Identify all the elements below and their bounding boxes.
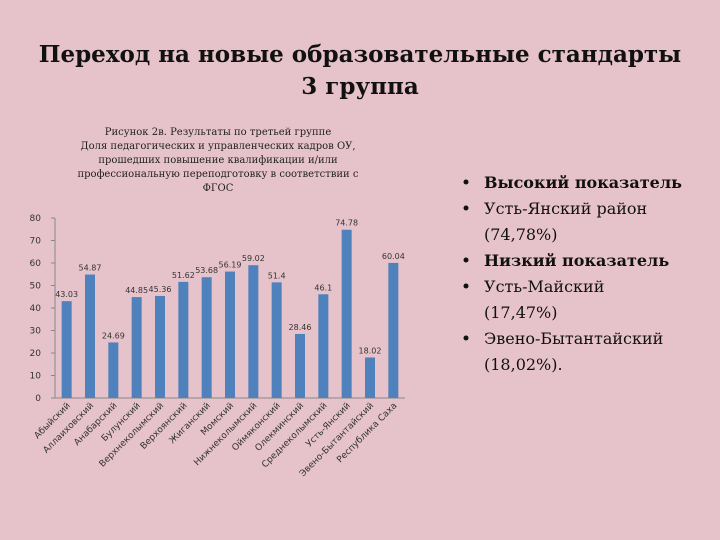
bar <box>388 262 399 398</box>
value-label: 53.68 <box>195 266 218 275</box>
bar <box>271 282 282 398</box>
bar <box>248 265 259 398</box>
chart-title: ФГОС <box>203 183 234 194</box>
bullet-text: (17,47%) <box>484 303 558 322</box>
value-label: 46.1 <box>314 283 332 292</box>
value-label: 51.4 <box>268 271 286 280</box>
bar <box>61 301 72 398</box>
bar <box>85 274 95 398</box>
bar <box>365 357 375 398</box>
y-tick-label: 10 <box>30 372 42 382</box>
bullet-text: Низкий показатель <box>484 251 669 270</box>
bullet-dot <box>463 283 469 289</box>
bar <box>201 277 212 398</box>
bar <box>318 294 329 398</box>
chart-title: профессиональную переподготовку в соотве… <box>77 169 358 180</box>
bar <box>341 229 352 398</box>
chart-title: Рисунок 2в. Результаты по третьей группе <box>105 127 332 138</box>
value-label: 28.46 <box>289 323 312 332</box>
value-label: 56.19 <box>219 261 242 270</box>
y-tick-label: 30 <box>30 327 42 337</box>
y-tick-label: 60 <box>30 259 42 269</box>
slide-title: 3 группа <box>301 73 419 100</box>
y-tick-label: 40 <box>30 304 42 314</box>
value-label: 54.87 <box>79 264 102 273</box>
value-label: 60.04 <box>382 252 405 261</box>
y-tick-label: 50 <box>30 282 42 292</box>
value-label: 44.85 <box>125 286 148 295</box>
bullet-dot <box>463 179 469 185</box>
bullet-text: Высокий показатель <box>484 173 682 192</box>
y-tick-label: 80 <box>30 214 42 224</box>
y-tick-label: 0 <box>35 394 41 404</box>
chart-title: Доля педагогических и управленческих кад… <box>80 141 355 152</box>
value-label: 51.62 <box>172 271 195 280</box>
bar <box>295 333 305 398</box>
slide-title: Переход на новые образовательные стандар… <box>39 41 681 68</box>
value-label: 74.78 <box>335 219 358 228</box>
bar <box>155 295 165 398</box>
bar <box>178 281 189 398</box>
chart-title: прошедших повышение квалификации и/или <box>98 155 338 166</box>
value-label: 18.02 <box>359 346 382 355</box>
bullet-dot <box>463 205 469 211</box>
y-tick-label: 70 <box>30 237 42 247</box>
value-label: 24.69 <box>102 331 125 340</box>
bullet-dot <box>463 335 469 341</box>
bar <box>131 297 142 398</box>
bar <box>108 342 119 398</box>
bullet-text: Усть-Янский район <box>484 199 647 218</box>
bullet-text: Эвено-Бытантайский <box>484 329 663 348</box>
bullet-text: Усть-Майский <box>484 277 604 296</box>
bullet-text: (18,02%). <box>484 355 563 374</box>
value-label: 43.03 <box>55 290 78 299</box>
bullet-dot <box>463 257 469 263</box>
bar <box>225 271 235 398</box>
value-label: 59.02 <box>242 254 265 263</box>
bullet-text: (74,78%) <box>484 225 558 244</box>
y-tick-label: 20 <box>30 349 42 359</box>
value-label: 45.36 <box>149 285 172 294</box>
